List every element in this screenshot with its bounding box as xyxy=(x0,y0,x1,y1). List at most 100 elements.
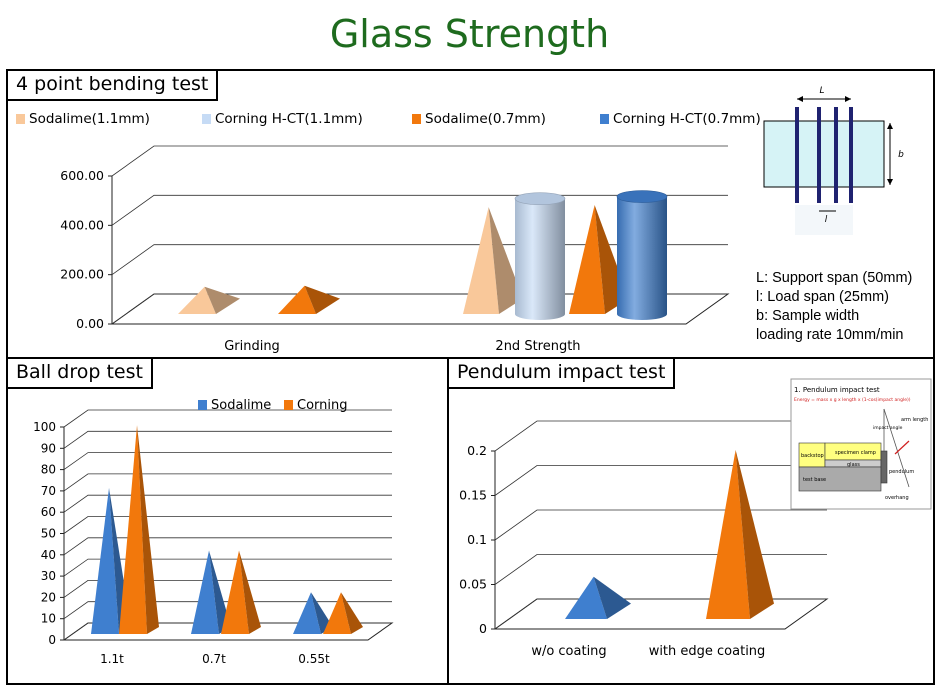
y-tick-label: 50 xyxy=(41,527,56,541)
gridline xyxy=(63,452,392,470)
x-tick-label: 0.55t xyxy=(298,652,330,666)
bar-grinding-0 xyxy=(178,286,216,314)
bending-notes: L: Support span (50mm) l: Load span (25m… xyxy=(756,269,912,345)
inset-label-backstop: backstop xyxy=(801,453,824,459)
y-tick-label: 70 xyxy=(41,484,56,498)
bar-w-o-coating xyxy=(565,576,607,619)
inset-label-pendulum: pendulum xyxy=(889,469,914,475)
bending-test-panel: 4 point bending test 0.00 200.00 400.00 600… xyxy=(6,69,935,359)
y-tick-label: 80 xyxy=(41,463,56,477)
pendulum-inset-diagram: 1. Pendulum impact test Energy = mass x … xyxy=(790,378,932,510)
gridline xyxy=(494,420,827,452)
bar-2nd-strength-3 xyxy=(617,196,667,320)
y-tick-label: 40 xyxy=(41,548,56,562)
gridline xyxy=(63,622,392,641)
load-span-label: l xyxy=(825,215,828,225)
bar-0.55t-sodalime-side xyxy=(311,592,333,634)
y-tick-label: 90 xyxy=(41,441,56,455)
support-span-label: L xyxy=(819,86,824,96)
bar-0.7t-sodalime xyxy=(191,550,219,634)
x-tick-label: with edge coating xyxy=(649,644,766,659)
ball-drop-chart: 0 10 20 30 40 50 60 70 80 90 100 Sodalime Corning 1.1… xyxy=(33,398,394,666)
legend-label: Sodalime xyxy=(211,398,271,413)
inset-label-clamp: specimen clamp xyxy=(835,450,876,456)
gridline xyxy=(63,558,392,577)
legend-label: Corning xyxy=(297,398,348,413)
gridline xyxy=(63,516,392,534)
gridline xyxy=(494,465,827,496)
inset-title: 1. Pendulum impact test xyxy=(794,386,880,394)
legend-label: Sodalime(0.7mm) xyxy=(425,111,546,127)
y-tick-label: 0.2 xyxy=(467,443,487,458)
ball-drop-title: Ball drop test xyxy=(8,359,153,389)
gridline xyxy=(63,494,392,513)
x-tick-label: 1.1t xyxy=(100,652,124,666)
legend-label: Corning H-CT(0.7mm) xyxy=(613,111,761,127)
gridline xyxy=(63,579,392,598)
y-tick-label: 60 xyxy=(41,505,56,519)
pendulum-panel: Pendulum impact test 0 0.05 0.1 0.15 0.2 w/o … xyxy=(447,357,935,685)
load-pin-left xyxy=(817,107,821,203)
note-support-span: L: Support span (50mm) xyxy=(756,270,913,286)
bar-grinding-2-side xyxy=(304,285,340,314)
y-tick-label: 0.05 xyxy=(459,577,487,592)
bar-2nd-strength-2 xyxy=(569,204,605,314)
bar-grinding-0-side xyxy=(204,286,240,314)
y-tick-label: 0.00 xyxy=(76,316,104,331)
legend-swatch xyxy=(284,400,293,410)
bar-2nd-strength-0 xyxy=(463,207,499,314)
bar-2nd-strength-1-top xyxy=(514,192,566,205)
bar-1.1t-sodalime xyxy=(91,487,119,634)
x-tick-label: 2nd Strength xyxy=(495,339,580,354)
y-tick-label: 0 xyxy=(479,621,487,636)
y-tick-label: 600.00 xyxy=(60,168,104,183)
bar-0.55t-sodalime xyxy=(293,592,321,634)
y-tick-label: 0.15 xyxy=(459,488,487,503)
bar-1.1t-corning xyxy=(119,425,147,634)
bending-test-title: 4 point bending test xyxy=(8,71,219,101)
load-pin-right xyxy=(834,107,838,203)
y-tick-label: 400.00 xyxy=(60,217,104,232)
pendulum-chart: 0 0.05 0.1 0.15 0.2 w/o coating with edge coat… xyxy=(459,420,829,659)
gridline xyxy=(63,537,392,556)
note-load-span: l: Load span (25mm) xyxy=(756,289,889,305)
legend-swatch xyxy=(202,114,211,124)
bar-2nd-strength-3-top xyxy=(616,190,668,203)
y-tick-label: 20 xyxy=(41,590,56,604)
x-tick-label: Grinding xyxy=(224,339,280,354)
x-tick-label: w/o coating xyxy=(531,644,606,659)
y-tick-label: 30 xyxy=(41,569,56,583)
gridline xyxy=(63,473,392,492)
y-tick-label: 10 xyxy=(41,612,56,626)
inset-label-arm: arm length xyxy=(901,417,928,423)
legend-swatch xyxy=(198,400,207,410)
support-pin-left xyxy=(795,107,799,203)
y-tick-label: 100 xyxy=(33,420,56,434)
gridline xyxy=(63,430,392,449)
gridline xyxy=(63,601,392,620)
bar-2nd-strength-1 xyxy=(515,198,565,320)
legend-swatch xyxy=(600,114,609,124)
bar-with-edge-coating-side xyxy=(735,449,774,619)
bar-1.1t-corning-side xyxy=(137,425,159,634)
ball-drop-panel: Ball drop test 0 10 20 30 40 50 60 70 80 90 100 Sod… xyxy=(6,357,449,685)
bar-grinding-2 xyxy=(278,285,316,314)
bar-0.7t-sodalime-side xyxy=(209,550,231,634)
bending-chart: 0.00 200.00 400.00 600.00 Sodalime(1.1mm) Cor… xyxy=(16,111,761,354)
note-loading-rate: loading rate 10mm/min xyxy=(756,327,904,343)
legend-swatch xyxy=(412,114,421,124)
sample-width-label: b xyxy=(898,150,904,160)
bar-0.7t-corning-side xyxy=(239,550,261,634)
note-sample-width: b: Sample width xyxy=(756,308,860,324)
bar-0.55t-corning-side xyxy=(341,592,363,634)
y-tick-label: 0.1 xyxy=(467,532,487,547)
inset-label-glass: glass xyxy=(847,462,860,468)
legend-swatch xyxy=(16,114,25,124)
bar-0.7t-corning xyxy=(221,550,249,634)
support-pin-right xyxy=(849,107,853,203)
inset-label-angle: impact angle xyxy=(873,425,903,431)
y-tick-label: 200.00 xyxy=(60,267,104,282)
legend-label: Corning H-CT(1.1mm) xyxy=(215,111,363,127)
bar-w-o-coating-side xyxy=(593,576,631,619)
gridline xyxy=(111,145,728,177)
